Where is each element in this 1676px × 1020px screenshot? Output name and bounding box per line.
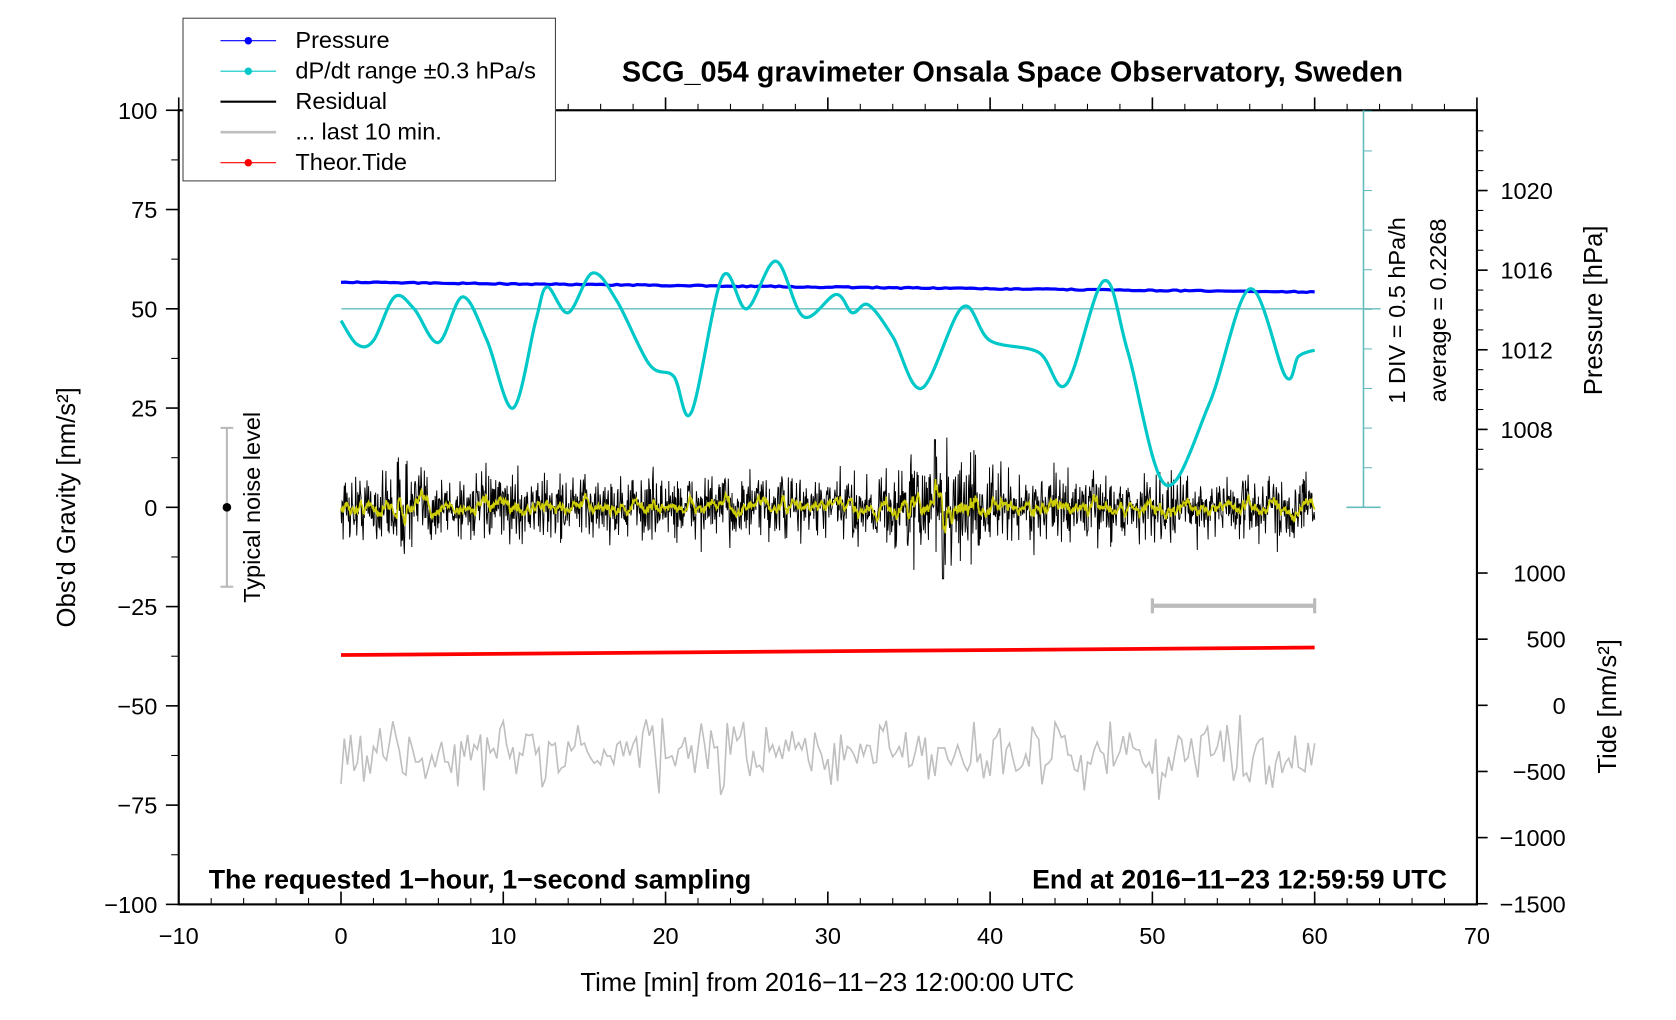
- x-tick-label: 60: [1302, 923, 1328, 949]
- pressure-tick-label: 1016: [1500, 258, 1552, 284]
- x-tick-label: 40: [977, 923, 1003, 949]
- legend-label: Residual: [295, 88, 387, 114]
- noise-level-dot: [222, 503, 232, 512]
- noise-level-label: Typical noise level: [239, 412, 265, 603]
- legend-label: Pressure: [295, 27, 389, 53]
- tide-tick-label: −500: [1513, 759, 1566, 785]
- x-tick-label: 0: [334, 923, 347, 949]
- end-time-note: End at 2016−11−23 12:59:59 UTC: [1032, 864, 1447, 894]
- tide-tick-label: 500: [1526, 627, 1565, 653]
- y-tick-label: −25: [117, 594, 157, 620]
- legend-label: ... last 10 min.: [295, 119, 441, 145]
- x-tick-label: 30: [815, 923, 841, 949]
- residual-smoothed-series: [340, 479, 1316, 534]
- y-tick-label: −100: [104, 892, 157, 918]
- pressure-axis-label: Pressure [hPa]: [1580, 225, 1608, 395]
- y-tick-label: 25: [131, 396, 157, 422]
- pressure-series: [340, 280, 1315, 295]
- average-note: average = 0.2268: [1425, 218, 1451, 402]
- y-tick-label: 100: [118, 98, 157, 124]
- div-note: 1 DIV = 0.5 hPa/h: [1384, 217, 1410, 403]
- pressure-tick-label: 1020: [1500, 178, 1552, 204]
- x-tick-label: 10: [490, 923, 516, 949]
- y-tick-label: −75: [117, 793, 157, 819]
- legend-label: dP/dt range ±0.3 hPa/s: [295, 58, 536, 84]
- legend-marker: [244, 36, 253, 45]
- legend-marker: [244, 158, 253, 167]
- sampling-note: The requested 1−hour, 1−second sampling: [209, 864, 752, 894]
- last-10-min-series: [340, 715, 1316, 800]
- tide-tick-label: −1000: [1500, 825, 1566, 851]
- y-axis-label: Obs'd Gravity [nm/s²]: [53, 387, 81, 627]
- x-tick-label: 50: [1139, 923, 1165, 949]
- y-tick-label: 50: [131, 296, 157, 322]
- tide-tick-label: 0: [1553, 693, 1566, 719]
- chart-title: SCG_054 gravimeter Onsala Space Observat…: [622, 56, 1403, 88]
- x-tick-label: 20: [652, 923, 678, 949]
- tide-axis-label: Tide [nm/s²]: [1594, 639, 1622, 774]
- tide-tick-label: −1500: [1500, 891, 1566, 917]
- x-axis-label: Time [min] from 2016−11−23 12:00:00 UTC: [580, 969, 1074, 997]
- x-tick-label: −10: [159, 923, 199, 949]
- legend-marker: [244, 67, 253, 75]
- x-tick-label: 70: [1464, 923, 1490, 949]
- legend-label: Theor.Tide: [295, 149, 407, 175]
- y-tick-label: 0: [144, 495, 157, 521]
- y-tick-label: 75: [131, 197, 157, 223]
- legend: Pressure dP/dt range ±0.3 hPa/s Residual..…: [182, 17, 556, 182]
- tide-series: [340, 645, 1315, 657]
- y-tick-label: −50: [117, 693, 157, 719]
- dpdt-series: [339, 259, 1316, 488]
- pressure-tick-label: 1012: [1500, 337, 1552, 363]
- tide-tick-label: 1000: [1513, 561, 1565, 587]
- residual-series: [340, 437, 1316, 580]
- pressure-tick-label: 1008: [1500, 417, 1552, 443]
